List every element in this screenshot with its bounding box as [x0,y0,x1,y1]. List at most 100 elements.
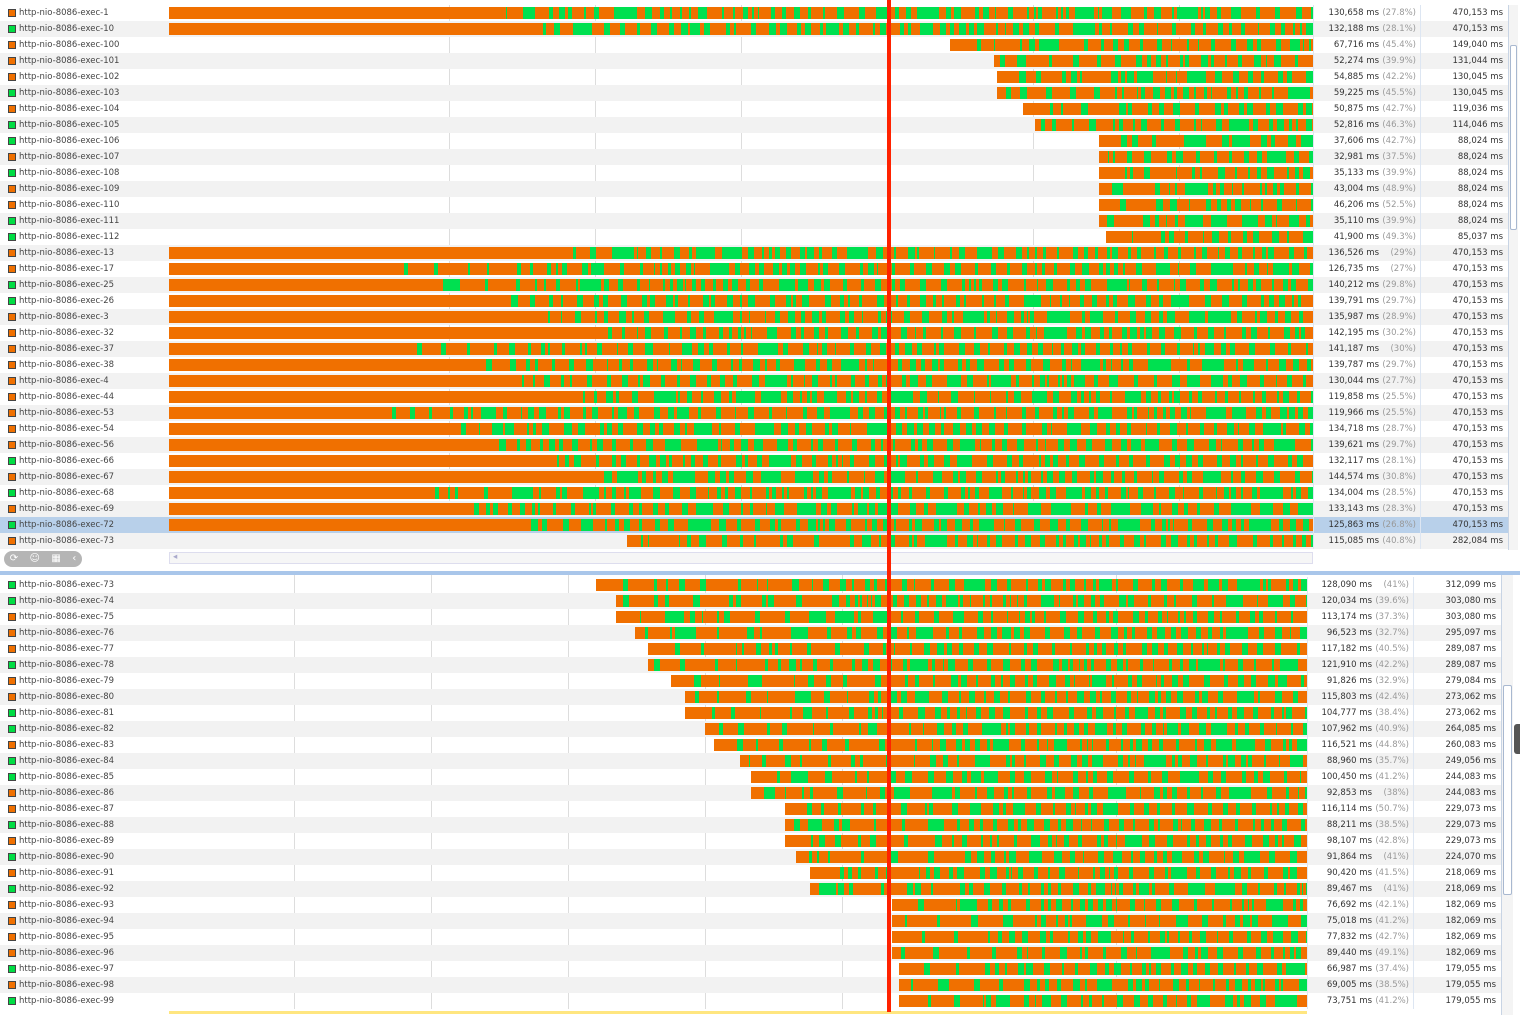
thread-name-cell[interactable]: http-nio-8086-exec-90 [0,852,169,862]
thread-row[interactable]: http-nio-8086-exec-98 69,005 ms (38.5%) 1… [0,977,1501,993]
thread-activity-bar[interactable] [169,23,1313,35]
thread-activity-bar[interactable] [892,947,1307,959]
thread-row[interactable]: http-nio-8086-exec-68 134,004 ms (28.5%) … [0,485,1508,501]
thread-row[interactable]: http-nio-8086-exec-93 76,692 ms (42.1%) 1… [0,897,1501,913]
timeline-cell[interactable] [169,641,1307,657]
timeline-cell[interactable] [169,229,1313,245]
side-panel-handle[interactable] [1514,724,1520,754]
thread-activity-bar[interactable] [648,643,1307,655]
timeline-cell[interactable] [169,657,1307,673]
thread-row[interactable]: http-nio-8086-exec-100 67,716 ms (45.4%) … [0,37,1508,53]
timeline-cell[interactable] [169,881,1307,897]
thread-name-cell[interactable]: http-nio-8086-exec-78 [0,660,169,670]
thread-activity-bar[interactable] [169,295,1313,307]
thread-activity-bar[interactable] [169,519,1313,531]
thread-name-cell[interactable]: http-nio-8086-exec-67 [0,472,169,482]
thread-activity-bar[interactable] [996,87,1313,99]
thread-name-cell[interactable]: http-nio-8086-exec-25 [0,280,169,290]
thread-row[interactable]: http-nio-8086-exec-17 126,735 ms (27%) 47… [0,261,1508,277]
thread-row[interactable]: http-nio-8086-exec-66 132,117 ms (28.1%) … [0,453,1508,469]
thread-name-cell[interactable]: http-nio-8086-exec-83 [0,740,169,750]
thread-name-cell[interactable]: http-nio-8086-exec-97 [0,964,169,974]
thread-activity-bar[interactable] [671,675,1307,687]
thread-activity-bar[interactable] [950,39,1313,51]
thread-activity-bar[interactable] [739,755,1307,767]
vertical-scrollbar[interactable] [1508,5,1518,550]
thread-row[interactable]: http-nio-8086-exec-109 43,004 ms (48.9%) … [0,181,1508,197]
timeline-cell[interactable] [169,101,1313,117]
thread-activity-bar[interactable] [1098,215,1313,227]
thread-activity-bar[interactable] [169,359,1313,371]
thread-activity-bar[interactable] [996,71,1313,83]
thread-row[interactable]: http-nio-8086-exec-4 130,044 ms (27.7%) 4… [0,373,1508,389]
thread-name-cell[interactable]: http-nio-8086-exec-13 [0,248,169,258]
thread-activity-bar[interactable] [616,611,1307,623]
thread-activity-bar[interactable] [169,247,1313,259]
thread-name-cell[interactable]: http-nio-8086-exec-84 [0,756,169,766]
timeline-cell[interactable] [169,165,1313,181]
thread-name-cell[interactable]: http-nio-8086-exec-10 [0,24,169,34]
timeline-cell[interactable] [169,849,1307,865]
scrollbar-thumb[interactable] [1503,685,1512,895]
thread-activity-bar[interactable] [899,995,1307,1007]
scrollbar-thumb[interactable] [1510,45,1517,230]
thread-activity-bar[interactable] [892,915,1307,927]
thread-activity-bar[interactable] [899,963,1307,975]
thread-row[interactable]: http-nio-8086-exec-99 73,751 ms (41.2%) 1… [0,993,1501,1009]
thread-name-cell[interactable]: http-nio-8086-exec-32 [0,328,169,338]
thread-name-cell[interactable]: http-nio-8086-exec-17 [0,264,169,274]
thread-row[interactable]: http-nio-8086-exec-85 100,450 ms (41.2%) … [0,769,1501,785]
thread-name-cell[interactable]: http-nio-8086-exec-4 [0,376,169,386]
thread-row[interactable]: http-nio-8086-exec-87 116,114 ms (50.7%) … [0,801,1501,817]
timeline-cell[interactable] [169,785,1307,801]
thread-name-cell[interactable]: http-nio-8086-exec-75 [0,612,169,622]
timeline-cell[interactable] [169,945,1307,961]
thread-name-cell[interactable]: http-nio-8086-exec-108 [0,168,169,178]
thread-name-cell[interactable]: http-nio-8086-exec-79 [0,676,169,686]
thread-name-cell[interactable]: http-nio-8086-exec-1 [0,8,169,18]
timeline-cell[interactable] [169,53,1313,69]
timeline-cell[interactable] [169,325,1313,341]
thread-row[interactable]: http-nio-8086-exec-96 89,440 ms (49.1%) 1… [0,945,1501,961]
thread-name-cell[interactable]: http-nio-8086-exec-69 [0,504,169,514]
thread-activity-bar[interactable] [892,899,1307,911]
timeline-cell[interactable] [169,5,1313,21]
timeline-cell[interactable] [169,21,1313,37]
thread-row[interactable]: http-nio-8086-exec-101 52,274 ms (39.9%) … [0,53,1508,69]
thread-name-cell[interactable]: http-nio-8086-exec-68 [0,488,169,498]
thread-activity-bar[interactable] [169,471,1313,483]
thread-name-cell[interactable]: http-nio-8086-exec-3 [0,312,169,322]
thread-row[interactable]: http-nio-8086-exec-84 88,960 ms (35.7%) 2… [0,753,1501,769]
thread-activity-bar[interactable] [169,375,1313,387]
thread-name-cell[interactable]: http-nio-8086-exec-37 [0,344,169,354]
timeline-cell[interactable] [169,865,1307,881]
thread-row[interactable]: http-nio-8086-exec-95 77,832 ms (42.7%) 1… [0,929,1501,945]
timeline-cell[interactable] [169,485,1313,501]
thread-activity-bar[interactable] [684,707,1307,719]
timeline-cell[interactable] [169,293,1313,309]
thread-activity-bar[interactable] [1098,183,1313,195]
thread-activity-bar[interactable] [626,535,1313,547]
thread-row[interactable]: http-nio-8086-exec-97 66,987 ms (37.4%) 1… [0,961,1501,977]
thread-name-cell[interactable]: http-nio-8086-exec-74 [0,596,169,606]
thread-name-cell[interactable]: http-nio-8086-exec-81 [0,708,169,718]
timeline-cell[interactable] [169,705,1307,721]
thread-row[interactable]: http-nio-8086-exec-79 91,826 ms (32.9%) 2… [0,673,1501,689]
timeline-cell[interactable] [169,37,1313,53]
thread-name-cell[interactable]: http-nio-8086-exec-94 [0,916,169,926]
thread-row[interactable]: http-nio-8086-exec-73 128,090 ms (41%) 31… [0,577,1501,593]
timeline-cell[interactable] [169,833,1307,849]
thread-name-cell[interactable]: http-nio-8086-exec-99 [0,996,169,1006]
thread-row[interactable]: http-nio-8086-exec-92 89,467 ms (41%) 218… [0,881,1501,897]
timeline-cell[interactable] [169,593,1307,609]
timeline-cell[interactable] [169,609,1307,625]
timeline-cell[interactable] [169,373,1313,389]
thread-row[interactable]: http-nio-8086-exec-32 142,195 ms (30.2%) … [0,325,1508,341]
thread-row[interactable]: http-nio-8086-exec-53 119,966 ms (25.5%) … [0,405,1508,421]
thread-activity-bar[interactable] [810,883,1307,895]
thread-name-cell[interactable]: http-nio-8086-exec-80 [0,692,169,702]
thread-activity-bar[interactable] [169,439,1313,451]
thread-activity-bar[interactable] [169,7,1313,19]
thread-row[interactable]: http-nio-8086-exec-83 116,521 ms (44.8%) … [0,737,1501,753]
thread-row[interactable]: http-nio-8086-exec-38 139,787 ms (29.7%) … [0,357,1508,373]
